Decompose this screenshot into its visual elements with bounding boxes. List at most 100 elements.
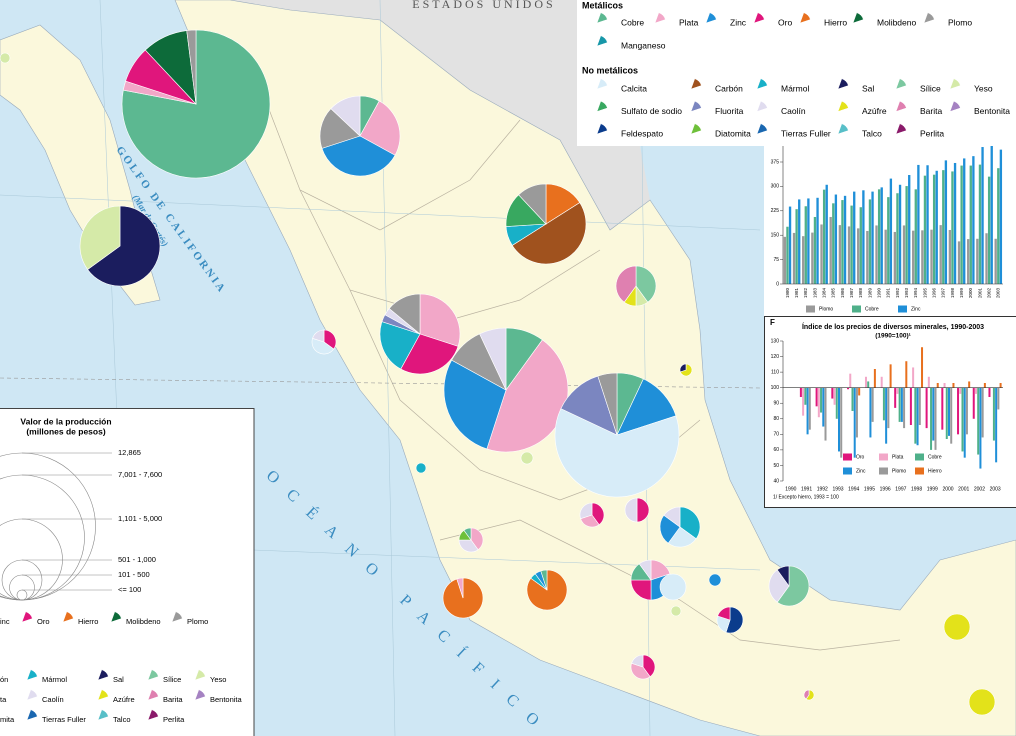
- bar: [816, 197, 819, 284]
- bar: [889, 364, 892, 388]
- y-tick-label: 75: [773, 257, 779, 263]
- bar: [968, 381, 971, 388]
- usa-label: ESTADOS UNIDOS: [412, 0, 555, 11]
- bar: [953, 162, 957, 284]
- bar: [932, 174, 936, 284]
- bar: [981, 387, 984, 438]
- legend-label: Oro: [37, 617, 50, 626]
- bar: [972, 387, 975, 419]
- legend-swatch: [596, 123, 608, 135]
- x-tick-label: 1999: [959, 287, 964, 298]
- legend-label: mita: [0, 715, 15, 724]
- pie-slice: [679, 363, 687, 373]
- bar: [995, 387, 998, 463]
- bar: [853, 387, 856, 458]
- bar: [853, 191, 856, 284]
- pie-slice: [667, 526, 697, 548]
- legend-label: Cobre: [928, 454, 942, 460]
- bar: [917, 164, 920, 284]
- y-tick-label: 120: [771, 354, 780, 360]
- bar: [981, 147, 984, 284]
- y-tick-label: 0: [776, 281, 779, 287]
- legend-swatch: [837, 100, 849, 112]
- pie-slice: [511, 202, 587, 265]
- bar: [987, 176, 991, 284]
- bar: [985, 233, 988, 284]
- pie-slice: [579, 502, 593, 520]
- legend-label: Sílice: [920, 83, 941, 93]
- legend-label: Fluorita: [715, 106, 744, 116]
- legend-label: Molibdeno: [877, 17, 916, 27]
- bar: [896, 387, 899, 394]
- size-class-label: <= 100: [118, 585, 141, 594]
- legend-label: Sulfato de sodio: [621, 106, 682, 116]
- bar: [880, 187, 883, 284]
- x-tick-label: 1995: [922, 287, 927, 298]
- x-tick-label: 1985: [831, 287, 836, 298]
- legend-label: Mármol: [42, 675, 67, 684]
- pie-slice: [359, 100, 401, 156]
- legend-swatch: [171, 611, 183, 623]
- bar: [990, 138, 993, 284]
- x-tick-label: 1990: [876, 287, 881, 298]
- pie-slice: [415, 462, 427, 474]
- x-tick-label: 1995: [864, 486, 875, 492]
- legend-label: Tierras Fuller: [42, 715, 86, 724]
- border: [439, 519, 901, 651]
- legend-swatch: [852, 305, 861, 313]
- bar: [822, 387, 825, 427]
- bar: [850, 205, 853, 284]
- bar: [912, 230, 915, 284]
- bar: [885, 387, 888, 444]
- bar: [912, 367, 915, 388]
- legend-swatch: [147, 669, 159, 681]
- bar: [831, 387, 834, 399]
- legend-swatch: [915, 453, 924, 461]
- bar: [820, 224, 823, 284]
- y-tick-label: 150: [771, 233, 780, 239]
- pie-slice: [635, 265, 657, 303]
- legend-label: Yeso: [210, 675, 226, 684]
- legend-label: ón: [0, 675, 8, 684]
- pie-slice: [776, 565, 790, 587]
- size-legend-title: Valor de la producción: [20, 416, 111, 426]
- pie-slice: [479, 327, 507, 391]
- bar: [804, 206, 807, 284]
- legend-swatch: [843, 467, 852, 475]
- pie-slice: [636, 497, 650, 523]
- bar: [802, 387, 805, 416]
- pie-slice: [419, 293, 461, 347]
- legend-swatch: [895, 78, 907, 90]
- y-tick-label: 70: [773, 432, 779, 438]
- legend-swatch: [843, 453, 852, 461]
- pie-slice: [388, 293, 421, 335]
- x-tick-label: 1993: [832, 486, 843, 492]
- legend-label: Barita: [920, 106, 942, 116]
- bar: [866, 230, 869, 284]
- bar: [983, 383, 986, 388]
- bar: [811, 232, 814, 284]
- usa-land: [160, 0, 650, 230]
- legend-swatch: [194, 669, 206, 681]
- bar: [951, 171, 954, 284]
- bar: [873, 369, 876, 388]
- bar: [893, 231, 897, 284]
- mexico-mainland: [174, 0, 1016, 736]
- bar: [934, 387, 937, 450]
- legend-swatch: [898, 305, 907, 313]
- x-tick-label: 2000: [968, 287, 973, 298]
- legend-swatch: [690, 100, 702, 112]
- bar: [905, 361, 908, 388]
- legend-label: Sal: [113, 675, 124, 684]
- legend-label: Caolín: [781, 106, 806, 116]
- chart-subtitle: (1990=100)¹: [875, 333, 911, 340]
- pie-slice: [311, 337, 335, 355]
- bar: [838, 225, 842, 284]
- legend-label: Azúfre: [113, 695, 135, 704]
- pie-slice: [659, 514, 681, 544]
- bar: [963, 387, 966, 458]
- x-tick-label: 1980: [785, 287, 790, 298]
- y-tick-label: 110: [771, 369, 779, 375]
- bar: [847, 226, 851, 284]
